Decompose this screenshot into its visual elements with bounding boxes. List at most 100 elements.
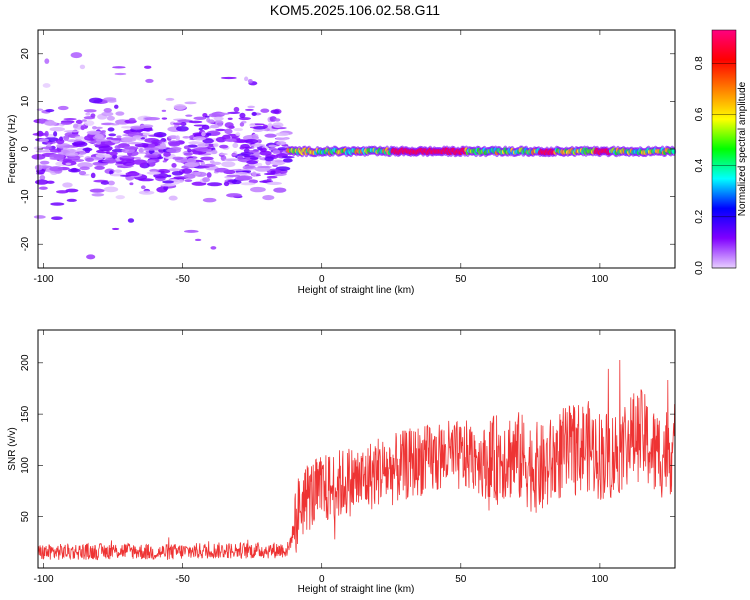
spectrogram-noise-mark [49, 166, 64, 172]
spectrogram-noise-mark [63, 135, 70, 141]
spectrogram-noise-mark [268, 147, 278, 151]
spectrogram-noise-mark [257, 165, 272, 169]
spectrogram-y-tick-label: -20 [20, 237, 31, 252]
spectrogram-noise-mark [119, 156, 135, 159]
snr-y-label: SNR (v/v) [7, 427, 18, 470]
spectrogram-noise-mark [221, 161, 236, 168]
spectrogram-noise-mark [168, 195, 178, 201]
spectrogram-noise-mark [159, 142, 166, 149]
spectrogram-noise-mark [187, 148, 192, 153]
spectrogram-noise-mark [281, 156, 295, 159]
snr-x-label: Height of straight line (km) [298, 584, 415, 595]
spectrogram-noise-mark [109, 151, 118, 156]
spectrogram-x-ticks: -100 -50 0 50 100 [34, 30, 609, 285]
snr-x-tick-label: 100 [592, 574, 609, 585]
spectrogram-noise-mark [107, 180, 115, 186]
spectrogram-noise-mark [111, 227, 120, 231]
snr-x-ticks: -100 -50 0 50 100 [34, 330, 609, 585]
colorbar-label: Normalized spectral amplitude [737, 81, 748, 216]
spectrogram-noise-mark [217, 122, 223, 127]
spectrogram-noise-mark [36, 119, 48, 124]
colorbar-ticks: 0.0 0.2 0.4 0.6 0.8 [694, 56, 736, 275]
spectrogram-noise-mark [233, 106, 240, 113]
spectrogram-noise-mark [132, 159, 148, 165]
spectrogram-x-label: Height of straight line (km) [298, 285, 415, 296]
colorbar-scale [711, 29, 737, 269]
spectrogram-noise-mark [173, 104, 187, 110]
spectrogram-noise-mark [102, 159, 118, 163]
spectrogram-noise-mark [77, 162, 93, 169]
spectrogram-noise-mark [166, 148, 181, 154]
spectrogram-noise-mark [210, 124, 220, 129]
spectrogram-noise-mark [224, 122, 234, 128]
spectrogram-noise-mark [44, 121, 57, 126]
spectrogram-noise-mark [224, 128, 233, 135]
spectrogram-noise-mark [189, 141, 199, 145]
spectrogram-noise-mark [198, 165, 210, 169]
spectrogram-noise-mark [201, 131, 206, 137]
spectrogram-noise-mark [264, 156, 274, 162]
spectrogram-noise-mark [232, 142, 239, 149]
spectrogram-noise-mark [62, 182, 73, 188]
colorbar-tick-label: 0.2 [694, 209, 705, 223]
spectrogram-noise-mark [60, 121, 73, 125]
spectrogram-noise-mark [98, 145, 113, 152]
spectrogram-noise-mark [227, 111, 241, 114]
spectrogram-noise-mark [44, 130, 49, 137]
spectrogram-noise-mark [84, 147, 91, 154]
spectrogram-noise-mark [73, 123, 79, 129]
spectrogram-noise-mark [116, 135, 122, 138]
spectrogram-noise-mark [225, 138, 237, 143]
spectrogram-noise-mark [96, 140, 101, 145]
spectrogram-noise-mark [83, 120, 95, 126]
spectrogram-noise-mark [110, 137, 125, 141]
spectrogram-noise-mark [89, 97, 103, 104]
spectrogram-noise-mark [35, 179, 49, 185]
spectrogram-noise-mark [161, 109, 167, 112]
spectrogram-noise-mark [239, 146, 245, 150]
spectrogram-noise-mark [101, 111, 114, 117]
spectrogram-noise-mark [236, 175, 253, 181]
spectrogram-noise-mark [215, 128, 226, 132]
spectrogram-noise-mark [173, 122, 186, 126]
snr-panel: -100 -50 0 50 100 50 100 150 200 Height of stra… [7, 329, 676, 595]
spectrogram-noise-mark [100, 181, 110, 185]
spectrogram-x-tick-label: -100 [34, 274, 54, 285]
spectrogram-noise-mark [206, 182, 223, 187]
spectrogram-noise-mark [125, 171, 140, 177]
spectrogram-noise-mark [115, 111, 125, 116]
spectrogram-x-tick-label: 0 [319, 274, 325, 285]
spectrogram-noise-mark [223, 181, 230, 187]
spectrogram-noise-mark [275, 132, 290, 137]
spectrogram-noise-mark [238, 117, 252, 121]
spectrogram-noise-mark [65, 152, 79, 157]
spectrogram-noise-mark [39, 160, 50, 165]
spectrogram-noise-mark [183, 162, 199, 167]
spectrogram-noise-mark [103, 186, 119, 193]
spectrogram-noise-mark [246, 160, 259, 165]
spectrogram-noise-mark [231, 180, 242, 185]
spectrogram-noise-mark [235, 132, 241, 137]
spectrogram-noise-mark [187, 144, 198, 148]
spectrogram-noise-mark [81, 119, 87, 122]
spectrogram-noise-mark [186, 157, 197, 164]
spectrogram-noise-mark [272, 122, 284, 128]
spectrogram-noise-mark [227, 117, 233, 121]
spectrogram-noise-mark [183, 173, 196, 179]
spectrogram-noise-mark [103, 108, 112, 113]
spectrogram-noise-mark [72, 141, 88, 148]
spectrogram-noise-mark [162, 160, 167, 163]
spectrogram-noise-mark [224, 158, 239, 162]
spectrogram-noise-mark [237, 155, 244, 160]
spectrogram-noise-mark [194, 238, 202, 242]
spectrogram-noise-mark [124, 147, 139, 150]
spectrogram-noise-mark [273, 187, 287, 193]
spectrogram-noise-mark [115, 161, 128, 164]
spectrogram-noise-mark [250, 186, 266, 193]
spectrogram-noise-mark [264, 133, 277, 138]
spectrogram-noise-mark [75, 119, 83, 125]
snr-y-tick-label: 200 [20, 354, 31, 371]
spectrogram-noise-mark [145, 160, 156, 163]
snr-y-tick-label: 50 [20, 511, 31, 523]
